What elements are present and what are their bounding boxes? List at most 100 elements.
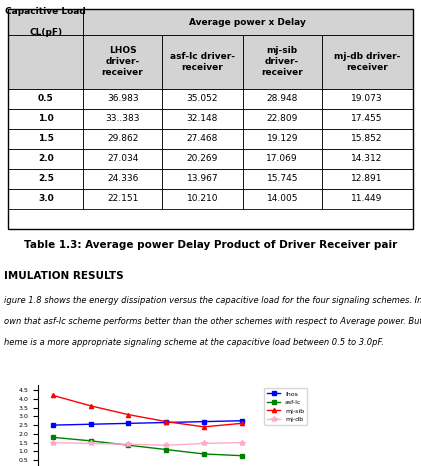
Bar [162,109,243,129]
Text: 0.5: 0.5 [38,94,54,103]
Bar [162,89,243,109]
Bar [243,35,322,89]
Text: 14.005: 14.005 [266,194,298,203]
lhos [126,421,131,426]
mj-sib [201,424,206,430]
Text: 32.148: 32.148 [187,114,218,123]
Bar [243,129,322,149]
Bar [322,189,413,209]
Line: mj-sib: mj-sib [51,393,244,429]
Text: 2.0: 2.0 [38,154,54,163]
Bar [83,189,162,209]
Bar [83,129,162,149]
Line: lhos: lhos [51,418,244,427]
Line: asf-lc: asf-lc [51,435,244,458]
Text: 1.0: 1.0 [38,114,54,123]
Text: 15.745: 15.745 [266,174,298,183]
Bar [8,35,83,89]
Text: own that asf-lc scheme performs better than the other schemes with respect to Av: own that asf-lc scheme performs better t… [4,317,421,326]
Bar [322,35,413,89]
Text: 20.269: 20.269 [187,154,218,163]
Bar [162,35,243,89]
Bar [8,9,83,35]
mj-db [201,441,206,446]
lhos [88,421,93,427]
Bar [83,109,162,129]
lhos [239,418,244,424]
asf-lc [126,442,131,448]
Text: 36.983: 36.983 [107,94,139,103]
lhos [51,422,56,428]
lhos [201,419,206,425]
Text: 22.809: 22.809 [266,114,298,123]
Legend: lhos, asf-lc, mj-sib, mj-db: lhos, asf-lc, mj-sib, mj-db [264,388,307,425]
Bar [162,189,243,209]
Bar [8,9,413,229]
mj-db [126,442,131,447]
Text: Capacitive Load

CL(pF): Capacitive Load CL(pF) [5,7,86,37]
Text: igure 1.8 shows the energy dissipation versus the capacitive load for the four s: igure 1.8 shows the energy dissipation v… [4,296,421,305]
Text: 1.5: 1.5 [38,134,54,143]
Bar [322,169,413,189]
Text: 2.5: 2.5 [38,174,54,183]
Bar [243,109,322,129]
Bar [83,149,162,169]
Text: 3.0: 3.0 [38,194,54,203]
Text: 28.948: 28.948 [266,94,298,103]
Text: 13.967: 13.967 [187,174,218,183]
Bar [322,129,413,149]
Text: 27.468: 27.468 [187,134,218,143]
Text: asf-lc driver-
receiver: asf-lc driver- receiver [170,52,235,72]
Text: mj-db driver-
receiver: mj-db driver- receiver [334,52,400,72]
Text: 33..383: 33..383 [105,114,140,123]
Text: 17.455: 17.455 [352,114,383,123]
asf-lc [51,435,56,440]
Bar [8,189,83,209]
mj-db [88,441,93,446]
Bar [243,149,322,169]
lhos [164,420,169,425]
mj-sib [126,412,131,418]
Bar [243,189,322,209]
asf-lc [239,453,244,459]
Text: 15.852: 15.852 [352,134,383,143]
asf-lc [201,451,206,457]
Bar [83,89,162,109]
mj-db [239,440,244,445]
Text: 14.312: 14.312 [352,154,383,163]
Bar [83,169,162,189]
Bar [83,35,162,89]
asf-lc [164,447,169,452]
Bar [322,149,413,169]
mj-sib [51,393,56,398]
Bar [162,149,243,169]
Line: mj-db: mj-db [50,440,245,448]
Text: LHOS
driver-
receiver: LHOS driver- receiver [102,46,144,77]
Bar [8,129,83,149]
asf-lc [88,438,93,444]
Text: 17.069: 17.069 [266,154,298,163]
Text: 29.862: 29.862 [107,134,138,143]
Bar [83,9,413,35]
Bar [8,169,83,189]
mj-sib [239,421,244,426]
Text: 19.073: 19.073 [351,94,383,103]
Bar [162,129,243,149]
mj-db [51,440,56,445]
Bar [8,149,83,169]
Text: heme is a more appropriate signaling scheme at the capacitive load between 0.5 t: heme is a more appropriate signaling sch… [4,338,384,347]
Text: 19.129: 19.129 [266,134,298,143]
Bar [162,169,243,189]
Text: 27.034: 27.034 [107,154,138,163]
Bar [243,89,322,109]
Bar [8,89,83,109]
mj-sib [88,403,93,409]
Bar [243,169,322,189]
Text: 24.336: 24.336 [107,174,138,183]
Bar [8,109,83,129]
Text: 12.891: 12.891 [352,174,383,183]
Text: 35.052: 35.052 [187,94,218,103]
Text: mj-sib
driver-
receiver: mj-sib driver- receiver [261,46,303,77]
Text: 10.210: 10.210 [187,194,218,203]
Text: Table 1.3: Average power Delay Product of Driver Receiver pair: Table 1.3: Average power Delay Product o… [24,240,397,250]
